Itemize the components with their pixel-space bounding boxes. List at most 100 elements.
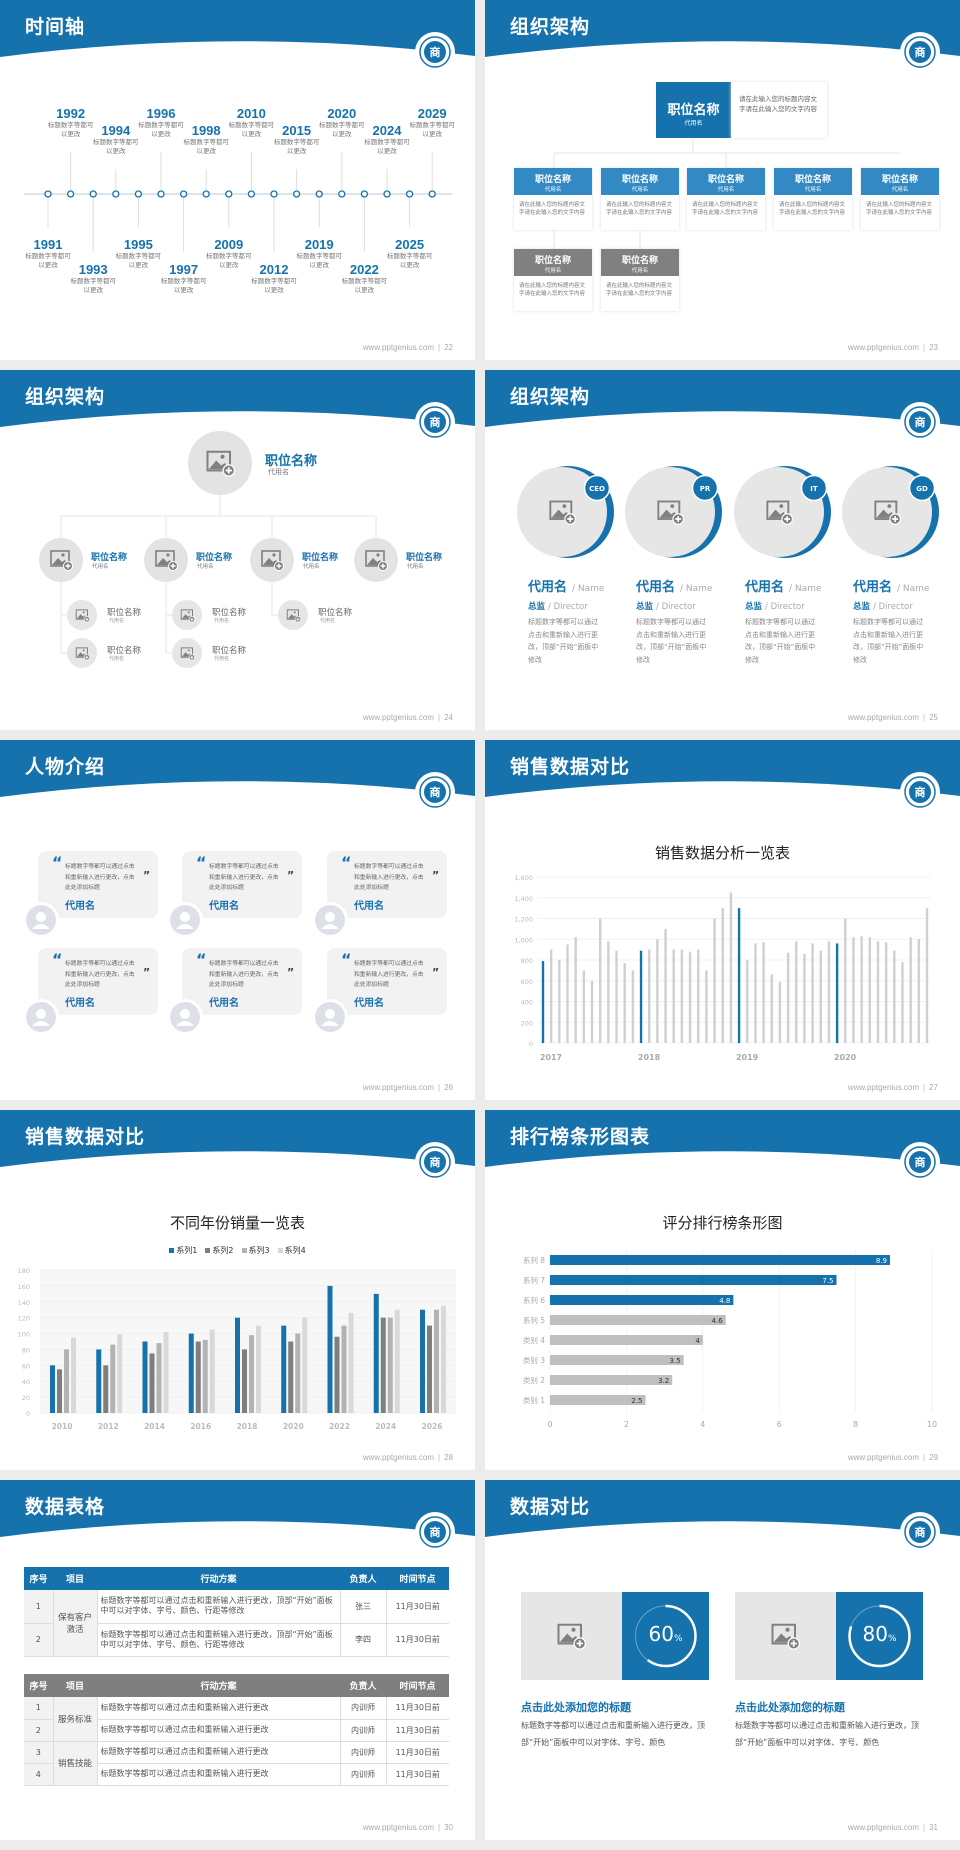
table-header-cell: 时间节点 [399,1575,436,1585]
timeline-year: 2010 [236,106,266,121]
x-tick-label: 2 [624,1420,629,1429]
cell-plan: 标题数字等都可以通过点击和重新输入进行更改，顶部“开始”面板中可以对字体、字号、… [97,1623,341,1657]
badge-text: PR [700,485,711,493]
header-shape [485,1110,960,1167]
timeline-year: 2025 [395,237,425,252]
open-quote-icon: “ [341,853,352,872]
avatar [167,902,203,938]
y-tick-label: 800 [521,957,533,965]
image-placeholder-icon [180,608,195,622]
table-header-cell: 行动方案 [200,1682,237,1692]
cell-project: 服务标准 [53,1697,98,1742]
team-graphics: CEO PR IT GD [517,466,939,558]
sun [220,454,225,459]
timeline-text: 标题数字等都可以更改 [386,252,433,269]
header-band [485,370,960,427]
compare-title[interactable]: 点击此处添加您的标题 [521,1701,631,1714]
logo-inner [424,411,446,433]
footer: www.pptgenius.com | 26 [363,1083,453,1092]
image-placeholder-icon [365,550,388,571]
sun [166,553,170,557]
body [32,1021,50,1026]
bar [607,941,610,1043]
cell-no: 1 [24,1590,54,1624]
position-title: 职位名称 [707,175,744,185]
bar [110,1344,116,1413]
bar [327,1285,333,1413]
top-sub: 代用名 [268,468,289,476]
school-logo-icon: 商 [415,32,455,72]
legend-label: 系列1 [176,1246,198,1255]
header-shape [0,740,475,797]
sales-chart: 0 200 400 600 800 1,000 1,200 1,400 1,600 2017 201… [514,874,930,1062]
frame [874,500,898,520]
cell-owner: 内训师 [340,1741,387,1764]
position-sub: 代用名 [92,564,109,570]
position-sub: 代用名 [109,656,125,662]
legend-item: 系列2 [205,1246,234,1255]
timeline-year: 2024 [372,123,402,138]
footer-site: www.pptgenius.com [847,343,920,352]
plus [170,563,176,569]
table-row: 4 标题数字等都可以通过点击和重新输入进行更改 内训师 11月30日前 [24,1763,449,1786]
logo-inner [909,411,931,433]
logo-char: 商 [430,1155,441,1169]
sun [779,504,784,509]
footer-site: www.pptgenius.com [362,343,435,352]
compare-title[interactable]: 点击此处添加您的标题 [735,1701,845,1714]
cell-owner: 李四 [340,1623,387,1657]
timeline-year: 1996 [146,106,176,121]
position-sub: 代用名 [891,187,909,193]
member-name-row: 代用名 / Name [528,576,604,595]
plot-bg [40,1270,456,1413]
timeline-text: 标题数字等都可以更改 [319,121,365,138]
cell-plan: 标题数字等都可以通过点击和重新输入进行更改 [97,1763,341,1786]
position-desc: 请在此输入您的标题内容文字请在此输入您的文字内容 [866,202,933,216]
slide: 销售数据对比商 www.pptgenius.com | 27 销售数据分析一览表 0 200… [485,740,960,1100]
slide-title: 组织架构 [25,386,106,408]
position-sub: 代用名 [214,618,230,624]
bar [729,892,733,1043]
timeline-year: 1992 [56,106,86,121]
logo-char: 商 [915,1525,926,1539]
chart-title: 评分排行榜条形图 [662,1214,783,1232]
open-quote-icon: “ [52,950,63,969]
footer: www.pptgenius.com | 29 [848,1453,938,1462]
badge-text: CEO [589,485,605,493]
timeline-node [112,190,120,198]
bar [713,918,716,1043]
position-title: 职位名称 [107,608,142,618]
person-name: 代用名 [209,901,239,912]
legend-item: 系列1 [169,1246,197,1255]
bar [639,950,643,1043]
member-desc: 标题数字等都可以通过点击和重新输入进行更改，顶部“开始”面板中修改 [528,618,599,664]
table-header-cell: 项目 [65,1575,84,1585]
frame [365,550,385,567]
head [36,1009,46,1019]
timeline-node [270,190,278,198]
connectors [60,495,377,538]
plus [84,655,88,659]
logo-char: 商 [430,1525,441,1539]
member-name-row: 代用名 / Name [636,576,712,595]
member-role-row: 总监 / Director [853,594,913,613]
y-category-label: 系列 5 [523,1315,545,1325]
table-row: 2 标题数字等都可以通过点击和重新输入进行更改，顶部“开始”面板中可以对字体、字号… [24,1623,449,1657]
timeline-text: 标题数字等都可以更改 [47,121,94,138]
legend-swatch [205,1248,211,1253]
image-placeholder [521,1592,622,1680]
bar [249,1335,254,1413]
member-desc: 标题数字等都可以通过点击和重新输入进行更改，顶部“开始”面板中修改 [636,618,707,664]
bar [901,962,904,1043]
header-band [0,0,475,57]
frame [180,646,193,658]
image-placeholder-icon [549,500,576,525]
image-placeholder-icon [874,500,901,525]
member-role-en: / Director [765,602,805,612]
slide-title: 时间轴 [25,16,86,38]
bar [795,941,798,1043]
cell-no: 4 [24,1763,54,1786]
position-box: 职位名称 代用名 请在此输入您的标题内容文字请在此输入您的文字内容 [774,168,852,230]
image-placeholder-icon [286,608,301,622]
slide-title: 组织架构 [510,16,591,38]
